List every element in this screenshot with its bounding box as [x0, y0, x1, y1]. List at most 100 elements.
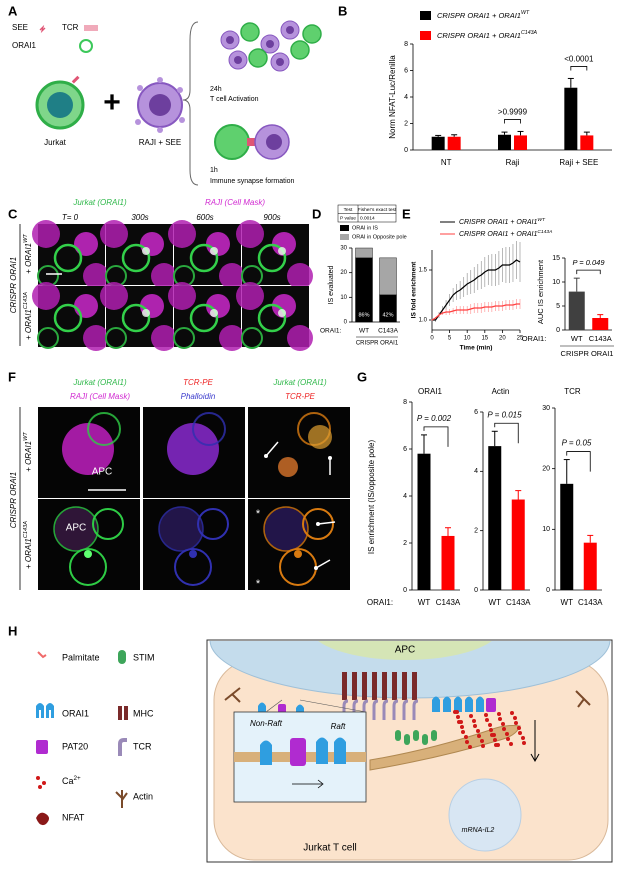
calcium [489, 728, 493, 732]
channel-label: TCR-PE [285, 392, 315, 401]
nfat-arrow [530, 720, 540, 763]
chart-title: Actin [492, 387, 510, 396]
y-tick-label: 1.5 [419, 268, 428, 274]
calcium [459, 720, 463, 724]
calcium [468, 745, 472, 749]
y-tick-label: 5 [556, 303, 560, 310]
icon-actin [115, 790, 128, 808]
raji-cell [287, 263, 313, 289]
mhc [402, 672, 407, 700]
inset-zoom [265, 699, 367, 713]
calcium [461, 730, 465, 734]
activated-cell [302, 24, 322, 44]
raji-nucleus [266, 40, 274, 48]
raji-cell [219, 263, 245, 289]
calcium [477, 734, 481, 738]
raji-protrusion [179, 117, 185, 123]
legend-label: TCR [133, 741, 152, 751]
synapse-spot [278, 309, 286, 317]
orai1 [465, 696, 473, 712]
y-tick-label: 4 [404, 94, 408, 101]
icon-calcium [38, 785, 42, 789]
raji-cell [151, 325, 177, 351]
channel-label: RAJI (Cell Mask) [70, 392, 130, 401]
significance-bracket [566, 451, 591, 472]
legend-label: Palmitate [62, 652, 100, 662]
label-superscript: WT [23, 234, 29, 243]
jurkat-outline [174, 548, 212, 586]
raft-label: Raft [331, 722, 346, 731]
chart-title: ORAI1 [418, 387, 443, 396]
calcium [509, 742, 513, 746]
label-text: CRISPR ORAI1 + ORAI1 [437, 31, 521, 40]
legend-label: ORAI in Opposite pole [352, 234, 407, 240]
calcium [465, 740, 469, 744]
activated-cell [248, 48, 268, 68]
apc-label: APC [395, 645, 416, 656]
apc-signal [158, 506, 204, 552]
synapse-spot [142, 309, 150, 317]
label: 1h [210, 167, 218, 174]
er [369, 725, 521, 771]
group-label: CRISPR ORAI1 [356, 341, 399, 347]
channel-label: TCR-PE [183, 378, 213, 387]
tcr-cluster [308, 425, 332, 449]
y-axis-label: IS evaluated [328, 265, 335, 304]
legend-label: CRISPR ORAI1 + ORAI1WT [459, 217, 546, 226]
bar [592, 318, 609, 330]
jurkat-outline [87, 412, 121, 446]
pat20 [486, 698, 496, 712]
mhc [382, 672, 387, 700]
calcium [497, 712, 501, 716]
y-tick-label: 20 [340, 270, 347, 276]
calcium [498, 717, 502, 721]
jurkat-cell [53, 303, 83, 333]
time-label: T= 0 [62, 213, 79, 222]
x-tick-label: Raji + SEE [559, 158, 598, 167]
mhc [372, 672, 377, 700]
synapse-spot [189, 550, 197, 558]
label: T cell Activation [210, 96, 259, 103]
jurkat-outline [92, 508, 124, 540]
legend-swatch [340, 225, 349, 231]
y-tick-label: 4 [474, 468, 478, 475]
calcium [480, 739, 484, 743]
jurkat-cell [173, 327, 195, 349]
apc-signal [62, 423, 114, 475]
chart-title: TCR [564, 387, 581, 396]
tcr-stub [71, 75, 80, 84]
label: + [103, 86, 121, 119]
bar-segment [379, 257, 397, 296]
brace [182, 21, 199, 186]
calcium [501, 722, 505, 726]
label-text: + ORAI1 [24, 538, 33, 569]
icon-nfat [36, 812, 49, 826]
bar [498, 134, 511, 150]
y-axis-label: IS fold enrichment [411, 261, 418, 319]
raji-protrusion [137, 85, 143, 91]
synapse-spot [294, 550, 302, 558]
bar [441, 535, 455, 590]
y-tick-label: 15 [552, 255, 560, 262]
raji-cell [32, 282, 60, 310]
calcium [502, 727, 506, 731]
calcium [518, 731, 522, 735]
stim [431, 730, 437, 741]
apc-cell [209, 641, 611, 699]
y-tick-label: 20 [542, 466, 550, 473]
calcium [517, 726, 521, 730]
icon-pat20 [36, 740, 48, 754]
stim [395, 730, 401, 741]
bar [431, 136, 445, 150]
label-superscript: WT [521, 10, 530, 16]
jurkat-cell [257, 243, 287, 273]
group-label: CRISPR ORAI1 [9, 472, 18, 528]
jurkat-cell [241, 327, 263, 349]
synapse-spot [142, 247, 150, 255]
table-cell: P value [340, 215, 356, 221]
channel-label: Jurkat (ORAI1) [72, 198, 127, 207]
x-prefix: ORAI1: [367, 598, 393, 607]
raji-cell [219, 325, 245, 351]
asterisk: * [256, 508, 261, 520]
synapse-spot [84, 550, 92, 558]
